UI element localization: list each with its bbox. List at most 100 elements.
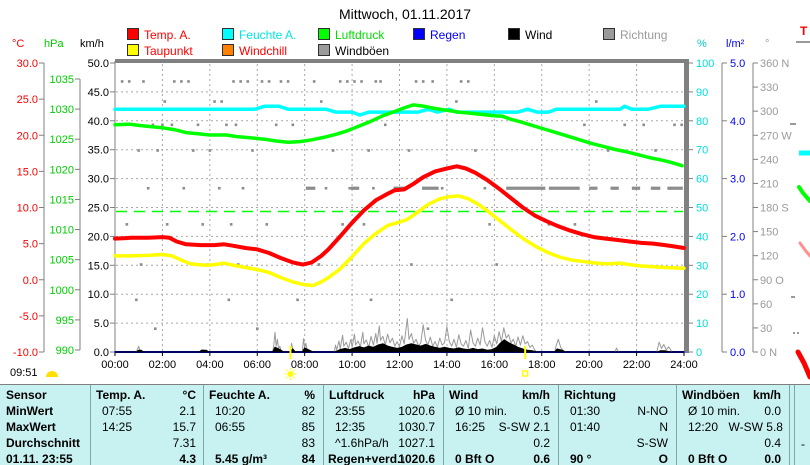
direction-dot (367, 149, 370, 152)
col-unit-windboeen: km/h (752, 388, 781, 402)
legend-swatch (222, 28, 234, 40)
direction-dot (279, 80, 283, 83)
direction-dot (137, 149, 141, 152)
direction-dot (220, 100, 223, 103)
plot-border-top (115, 59, 689, 63)
legend-swatch (318, 44, 330, 56)
direction-dot (440, 186, 444, 190)
axis-tick-label-hpa: 1030 (50, 104, 74, 116)
direction-dot (135, 298, 138, 302)
direction-dot (488, 223, 491, 226)
direction-dot (151, 123, 155, 127)
cell-feuchte-left-1: 06:55 (215, 420, 246, 434)
cell-richtung-value-3: O (658, 452, 668, 465)
table-corner-mark: - (801, 437, 805, 451)
table-separator (676, 385, 677, 465)
direction-dot (407, 149, 411, 152)
direction-dot (414, 80, 418, 83)
axis-header-hpa: hPa (44, 38, 64, 50)
cell-temp-value-3: 4.3 (179, 452, 196, 465)
axis-tick-label-hpa: 1025 (50, 134, 74, 146)
cell-windboeen-left-0: Ø 10 min. (688, 404, 741, 418)
axis-tick-label-percent: 100 (696, 58, 714, 70)
series-windboeen (114, 318, 685, 353)
direction-dot (312, 80, 316, 83)
direction-dot (372, 186, 375, 190)
direction-dot (495, 263, 499, 266)
x-axis-label: 04:00 (196, 359, 224, 371)
axis-tick-label-kmh: 10.0 (88, 289, 109, 301)
direction-dot (255, 327, 259, 331)
legend-item-windchill: Windchill (222, 44, 287, 58)
axis-tick-label-lm2: 4.0 (730, 116, 745, 128)
x-axis-label: 24:00 (670, 359, 698, 371)
direction-dot (360, 80, 363, 83)
table-separator (794, 385, 795, 465)
axis-tick-label-celsius: 10.0 (17, 203, 38, 215)
legend-label: Feuchte A. (239, 28, 297, 42)
col-unit-feuchte: % (304, 388, 315, 402)
direction-segment (667, 186, 683, 190)
cell-temp-value-2: 7.31 (172, 436, 196, 450)
cell-windboeen-value-0: 0.0 (764, 404, 781, 418)
axis-tick-label-kmh: 20.0 (88, 231, 109, 243)
cell-wind-value-3: 0.6 (533, 452, 550, 465)
cell-feuchte-value-2: 83 (301, 436, 315, 450)
axis-tick-label-degrees: 60 (760, 299, 772, 311)
direction-dot (459, 80, 463, 83)
axis-tick-label-percent: 60 (696, 174, 708, 186)
cell-richtung-value-2: S-SW (636, 436, 668, 450)
direction-segment (350, 186, 360, 190)
col-unit-temp: °C (182, 388, 196, 402)
axis-tick-label-kmh: 50.0 (88, 58, 109, 70)
direction-dot (421, 80, 425, 83)
legend-item-windb-en: Windböen (318, 44, 390, 58)
table-separator (203, 385, 204, 465)
x-axis-label: 16:00 (481, 359, 509, 371)
direction-dot (187, 80, 190, 83)
cell-wind-left-1: 16:25 (455, 420, 486, 434)
axis-tick-label-hpa: 1005 (50, 255, 74, 267)
legend-item-regen: Regen (413, 28, 465, 42)
direction-dot (474, 149, 477, 152)
cell-richtung-left-3: 90 ° (570, 452, 592, 465)
axis-tick-label-degrees: 300 (760, 106, 778, 118)
sensor-summary-table: Sensor MinWert MaxWert Durchschnitt 01.11. 2… (0, 384, 810, 465)
direction-dot (573, 223, 577, 226)
direction-dot (234, 123, 238, 127)
legend-label: Taupunkt (144, 44, 193, 58)
direction-dot (455, 100, 458, 103)
direction-dot (180, 80, 183, 83)
cell-windboeen-left-1: 12:20 (688, 420, 719, 434)
direction-dot (154, 327, 157, 331)
axis-tick-label-percent: 0 (696, 347, 702, 359)
direction-dot (218, 186, 221, 190)
direction-dot (317, 263, 321, 266)
legend-label: Windböen (335, 44, 390, 58)
direction-dot (227, 298, 231, 302)
axis-tick-label-degrees: 210 (760, 178, 778, 190)
x-axis-label: 22:00 (623, 359, 651, 371)
col-unit-wind: km/h (521, 388, 550, 402)
direction-dot (642, 123, 645, 127)
x-axis-label: 14:00 (433, 359, 461, 371)
direction-dot (680, 123, 683, 127)
direction-dot (286, 80, 290, 83)
col-header-temp: Temp. A. (96, 388, 146, 402)
weather-plot: 30.0 25.0 20.0 15.0 10.0 5.0 0.0 -5.0 -10.0 1035 1… (13, 41, 810, 380)
legend-swatch (222, 44, 234, 56)
next-panel-temp-stub (795, 349, 810, 380)
axis-tick-label-celsius: 0.0 (23, 275, 38, 287)
axis-tick-label-kmh: 35.0 (88, 145, 109, 157)
direction-dot (170, 123, 174, 127)
direction-dot (673, 123, 676, 127)
axis-tick-label-lm2: 0.0 (730, 347, 745, 359)
direction-dot (623, 123, 627, 127)
direction-dot (431, 80, 434, 83)
table-separator (90, 385, 91, 465)
axis-tick-label-celsius: -5.0 (19, 311, 38, 323)
axis-tick-label-percent: 30 (696, 260, 708, 272)
axis-header-celsius: °C (12, 38, 25, 50)
axis-tick-label-percent: 90 (696, 87, 708, 99)
